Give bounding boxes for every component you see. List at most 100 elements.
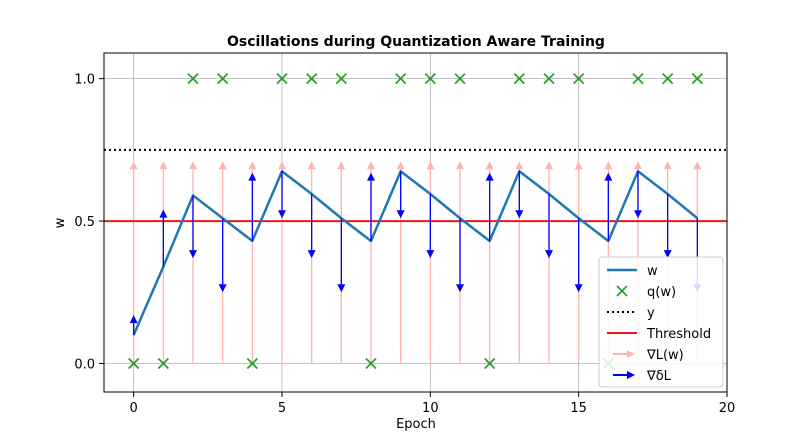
delta-arrow (574, 218, 583, 293)
legend-entry: w (607, 264, 658, 279)
arrow-head (396, 161, 405, 170)
legend-label: y (647, 306, 655, 321)
q-marker (217, 73, 229, 85)
q-marker (276, 73, 288, 85)
marker-stroke (632, 73, 644, 85)
marker-stroke (484, 357, 496, 370)
arrow-head (367, 172, 375, 181)
x-tick-label: 15 (570, 401, 587, 416)
delta-gradient-arrows (129, 171, 702, 336)
legend-entry: Threshold (607, 327, 711, 342)
x-tick-label: 20 (719, 401, 736, 416)
arrow-head (307, 161, 316, 170)
delta-arrow (396, 171, 405, 219)
x-tick-label: 0 (130, 401, 138, 416)
q-marker (513, 73, 525, 85)
arrow-head (337, 161, 346, 170)
delta-arrow (248, 172, 257, 242)
arrow-head (159, 161, 168, 170)
chart-title: Oscillations during Quantization Aware T… (227, 34, 605, 50)
arrow-head (159, 209, 168, 218)
grad-arrow (189, 161, 197, 364)
legend-entry: ∇L(w) (613, 348, 684, 363)
arrow-head (634, 210, 642, 219)
q-marker (632, 73, 644, 85)
arrow-head (604, 161, 613, 170)
marker-stroke (335, 73, 347, 85)
marker-stroke (424, 73, 436, 85)
delta-arrow (218, 218, 227, 293)
q-marker (246, 357, 258, 370)
delta-arrow (307, 194, 316, 259)
x-axis-ticks: 0 5 10 15 20 (130, 392, 736, 416)
delta-arrow (456, 218, 464, 293)
arrow-head (515, 161, 524, 170)
q-marker (335, 73, 347, 85)
delta-arrow (278, 171, 286, 219)
marker-stroke (395, 73, 407, 85)
w-line (132, 169, 699, 336)
arrow-head (218, 161, 227, 170)
x-tick-label: 10 (422, 401, 439, 416)
legend-box (598, 256, 724, 388)
q-marker (306, 73, 318, 85)
legend-entry: y (607, 306, 655, 321)
legend-label: q(w) (647, 285, 676, 300)
marker-stroke (454, 73, 466, 85)
delta-arrow (634, 171, 642, 219)
arrow-head (278, 161, 286, 170)
y-tick-label: 1.0 (74, 73, 95, 88)
plot-frame (103, 52, 728, 393)
legend-swatch (627, 371, 635, 379)
arrow-head (545, 250, 553, 259)
arrow-head (307, 250, 316, 259)
arrow-head (278, 210, 286, 219)
marker-stroke (662, 73, 674, 85)
q-marker (691, 73, 703, 85)
delta-arrow (663, 194, 672, 259)
arrow-head (426, 161, 435, 170)
legend-swatch (627, 350, 635, 358)
q-marker (454, 73, 466, 85)
arrow-head (218, 284, 227, 293)
marker-stroke (691, 73, 703, 85)
delta-arrow (515, 171, 524, 219)
marker-stroke (513, 73, 525, 85)
q-marker (365, 357, 377, 370)
arrow-head (189, 250, 197, 259)
arrow-head (456, 161, 464, 170)
marker-stroke (246, 357, 258, 370)
arrow-head (663, 161, 672, 170)
legend-label: Threshold (646, 327, 711, 342)
legend-entry: ∇δL (613, 369, 672, 384)
arrow-head (604, 172, 613, 181)
arrow-head (396, 210, 405, 219)
q-marker (395, 73, 407, 85)
delta-arrow (545, 194, 553, 259)
q-marker (157, 357, 169, 370)
arrow-head (456, 284, 464, 293)
marker-stroke (157, 357, 169, 370)
delta-arrow (426, 194, 435, 259)
arrow-head (574, 284, 583, 293)
legend-swatch (616, 285, 628, 297)
arrow-head (663, 250, 672, 259)
y-tick-label: 0.0 (74, 358, 95, 373)
legend-label: w (647, 264, 658, 279)
arrow-head (129, 161, 138, 170)
y-axis-ticks: 0.0 0.5 1.0 (74, 73, 104, 373)
q-marker (543, 73, 555, 85)
w-series (132, 169, 699, 336)
legend-entry: q(w) (616, 285, 676, 300)
arrow-head (545, 161, 553, 170)
legend-label: ∇δL (646, 369, 672, 384)
q-marker (128, 357, 140, 370)
arrow-head (574, 161, 583, 170)
q-marker (484, 357, 496, 370)
arrow-head (189, 161, 197, 170)
arrow-head (634, 161, 642, 170)
marker-stroke (128, 357, 140, 370)
delta-arrow (189, 195, 197, 259)
arrow-head (485, 161, 494, 170)
